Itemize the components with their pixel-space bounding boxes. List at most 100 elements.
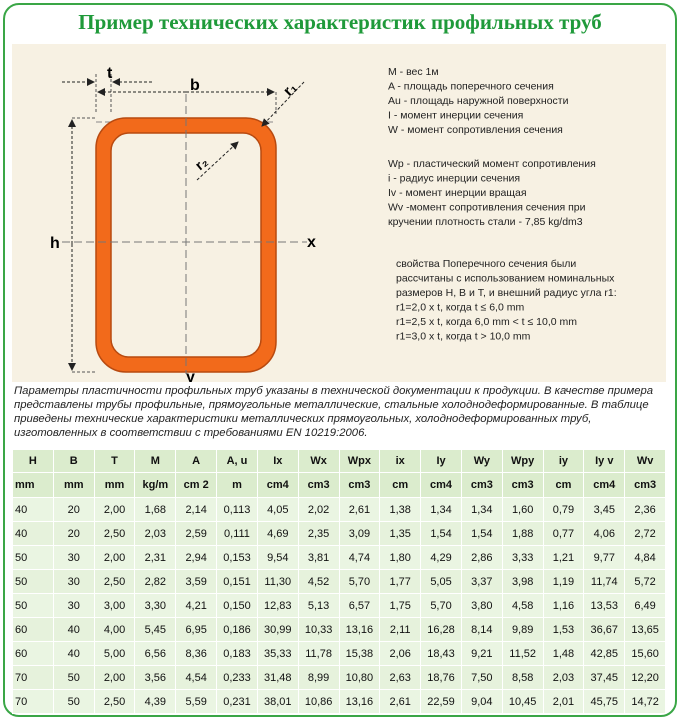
data-cell: 35,33 bbox=[256, 641, 299, 666]
data-cell: 2,82 bbox=[134, 569, 177, 594]
page-title: Пример технических характеристик профиль… bbox=[78, 10, 602, 34]
note-line: r1=2,5 x t, когда 6,0 mm < t ≤ 10,0 mm bbox=[396, 316, 577, 328]
header-cell: Wv bbox=[624, 449, 666, 473]
header-cell: Ix bbox=[256, 449, 299, 473]
data-cell: 70 bbox=[12, 665, 54, 690]
data-row: 40 20 2,50 2,03 2,59 0,111 4,69 2,35 3,09 1,35 1,5… bbox=[12, 521, 666, 546]
data-cell: 2,86 bbox=[460, 545, 503, 570]
data-row: 40 20 2,00 1,68 2,14 0,113 4,05 2,02 2,61 1,38 1,3… bbox=[12, 497, 666, 522]
data-cell: 0,151 bbox=[216, 569, 258, 594]
data-cell: 2,63 bbox=[379, 665, 422, 690]
data-cell: 9,89 bbox=[501, 617, 544, 642]
data-cell: 0,233 bbox=[216, 665, 258, 690]
unit-cell: cm4 bbox=[420, 472, 462, 498]
unit-cell: cm3 bbox=[624, 472, 666, 498]
unit-cell: kg/m bbox=[134, 472, 177, 498]
data-cell: 5,45 bbox=[134, 617, 177, 642]
data-cell: 5,59 bbox=[175, 689, 218, 714]
note-line: кручении плотность стали - 7,85 kg/dm3 bbox=[388, 216, 583, 228]
data-cell: 4,05 bbox=[256, 497, 299, 522]
data-cell: 4,21 bbox=[175, 593, 218, 618]
data-cell: 2,61 bbox=[379, 689, 422, 714]
data-cell: 6,95 bbox=[175, 617, 218, 642]
data-cell: 30 bbox=[52, 545, 95, 570]
note-line: A - площадь поперечного сечения bbox=[388, 81, 554, 93]
data-cell: 6,57 bbox=[338, 593, 381, 618]
data-cell: 7,50 bbox=[460, 665, 503, 690]
data-cell: 6,56 bbox=[134, 641, 177, 666]
unit-cell: mm bbox=[52, 472, 95, 498]
data-cell: 1,34 bbox=[420, 497, 462, 522]
data-cell: 2,35 bbox=[297, 521, 340, 546]
data-cell: 50 bbox=[12, 545, 54, 570]
header-cell: Wy bbox=[460, 449, 503, 473]
data-cell: 1,54 bbox=[420, 521, 462, 546]
data-cell: 3,30 bbox=[134, 593, 177, 618]
note-line: Iv - момент инерции вращая bbox=[388, 187, 527, 199]
data-cell: 31,48 bbox=[256, 665, 299, 690]
unit-cell: cm 2 bbox=[175, 472, 218, 498]
note-line: свойства Поперечного сечения были bbox=[396, 258, 576, 270]
data-cell: 3,98 bbox=[501, 569, 544, 594]
data-cell: 6,49 bbox=[624, 593, 666, 618]
data-cell: 1,19 bbox=[542, 569, 585, 594]
header-cell: A bbox=[175, 449, 218, 473]
data-cell: 13,53 bbox=[583, 593, 626, 618]
note-line: i - радиус инерции сечения bbox=[388, 173, 520, 185]
data-cell: 2,02 bbox=[297, 497, 340, 522]
note-line: размеров H, B и T, и внешний радиус угла… bbox=[396, 287, 617, 299]
header-cell: H bbox=[12, 449, 54, 473]
data-cell: 1,88 bbox=[501, 521, 544, 546]
data-cell: 3,00 bbox=[93, 593, 136, 618]
data-cell: 4,52 bbox=[297, 569, 340, 594]
data-cell: 2,00 bbox=[93, 497, 136, 522]
data-cell: 2,36 bbox=[624, 497, 666, 522]
data-cell: 4,84 bbox=[624, 545, 666, 570]
data-cell: 0,153 bbox=[216, 545, 258, 570]
data-cell: 0,111 bbox=[216, 521, 258, 546]
data-cell: 11,52 bbox=[501, 641, 544, 666]
data-cell: 4,69 bbox=[256, 521, 299, 546]
data-cell: 12,20 bbox=[624, 665, 666, 690]
data-cell: 9,21 bbox=[460, 641, 503, 666]
note-line: I - момент инерции сечения bbox=[388, 110, 523, 122]
data-cell: 37,45 bbox=[583, 665, 626, 690]
data-cell: 2,00 bbox=[93, 545, 136, 570]
note-line: рассчитаны с использованием номинальных bbox=[396, 273, 615, 285]
data-cell: 1,35 bbox=[379, 521, 422, 546]
note-line: Au - площадь наружной поверхности bbox=[388, 95, 569, 107]
data-cell: 11,74 bbox=[583, 569, 626, 594]
data-cell: 1,16 bbox=[542, 593, 585, 618]
data-cell: 3,45 bbox=[583, 497, 626, 522]
data-cell: 0,79 bbox=[542, 497, 585, 522]
data-cell: 9,77 bbox=[583, 545, 626, 570]
header-cell: Wpx bbox=[338, 449, 381, 473]
data-cell: 30,99 bbox=[256, 617, 299, 642]
data-cell: 4,54 bbox=[175, 665, 218, 690]
data-cell: 3,56 bbox=[134, 665, 177, 690]
note-line: r1=2,0 x t, когда t ≤ 6,0 mm bbox=[396, 302, 524, 314]
data-cell: 2,03 bbox=[134, 521, 177, 546]
data-cell: 3,37 bbox=[460, 569, 503, 594]
note-line: r1=3,0 x t, когда t > 10,0 mm bbox=[396, 331, 531, 343]
data-cell: 2,50 bbox=[93, 689, 136, 714]
data-cell: 36,67 bbox=[583, 617, 626, 642]
paragraph: Параметры пластичности профильных труб у… bbox=[14, 385, 654, 439]
header-cell: ix bbox=[379, 449, 422, 473]
data-cell: 2,14 bbox=[175, 497, 218, 522]
data-cell: 2,03 bbox=[542, 665, 585, 690]
data-cell: 40 bbox=[52, 641, 95, 666]
data-cell: 0,231 bbox=[216, 689, 258, 714]
data-row: 60 40 4,00 5,45 6,95 0,186 30,99 10,33 13,16 2,11… bbox=[12, 617, 666, 642]
data-cell: 4,39 bbox=[134, 689, 177, 714]
unit-cell: cm bbox=[542, 472, 585, 498]
data-cell: 1,68 bbox=[134, 497, 177, 522]
data-row: 50 30 2,50 2,82 3,59 0,151 11,30 4,52 5,70 1,77 5,… bbox=[12, 569, 666, 594]
data-cell: 10,45 bbox=[501, 689, 544, 714]
data-cell: 20 bbox=[52, 497, 95, 522]
units-row: mm mm mm kg/m cm 2 m cm4 cm3 cm3 cm cm4 cm3 cm3 cm cm4… bbox=[12, 472, 666, 498]
data-cell: 50 bbox=[12, 593, 54, 618]
data-cell: 3,59 bbox=[175, 569, 218, 594]
note-line: Wv -момент сопротивления сечения при bbox=[388, 202, 586, 214]
data-cell: 4,29 bbox=[420, 545, 462, 570]
